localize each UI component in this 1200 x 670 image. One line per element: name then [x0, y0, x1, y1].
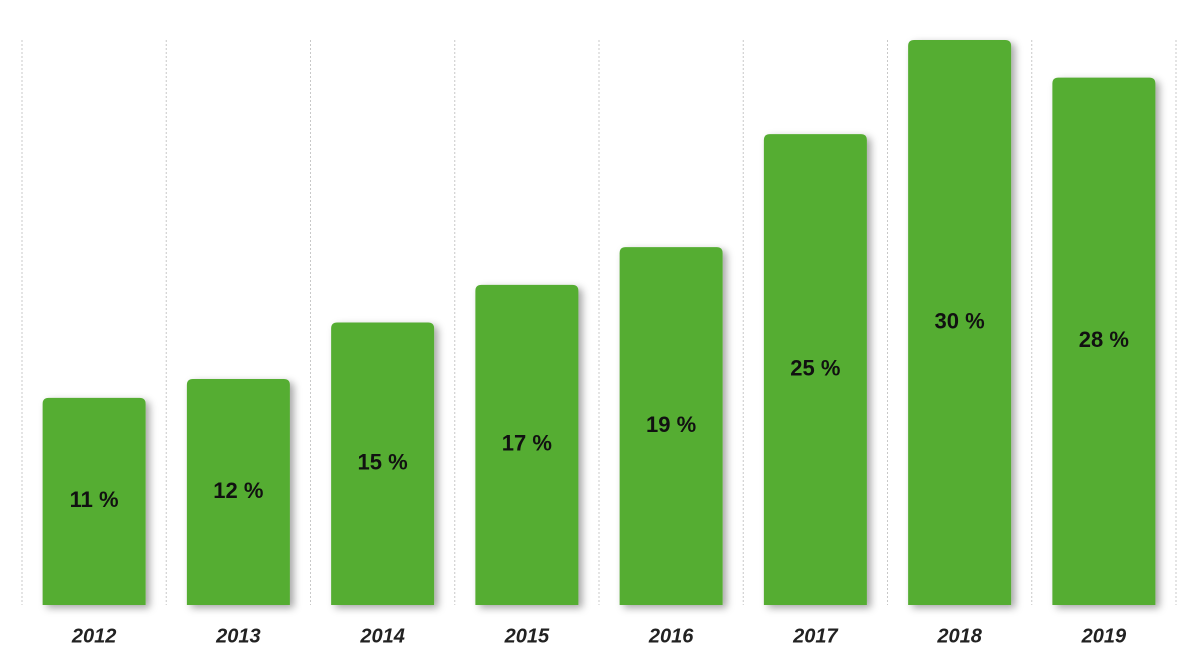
value-label: 12 % [213, 478, 263, 503]
x-tick-label: 2013 [215, 625, 261, 647]
value-label: 15 % [358, 450, 408, 475]
bar [475, 284, 579, 605]
value-label: 11 % [70, 487, 119, 512]
x-tick-label: 2015 [504, 625, 550, 647]
bar [186, 379, 290, 605]
value-label: 17 % [502, 431, 552, 456]
bar [1052, 77, 1156, 605]
value-label: 25 % [790, 355, 840, 380]
bar [619, 247, 723, 605]
x-tick-label: 2018 [936, 625, 982, 647]
bar [908, 40, 1012, 605]
x-tick-label: 2019 [1081, 625, 1127, 647]
x-tick-label: 2014 [359, 625, 405, 647]
value-label: 19 % [646, 412, 696, 437]
bar [331, 322, 435, 605]
value-label: 28 % [1079, 327, 1129, 352]
x-tick-label: 2017 [792, 625, 838, 647]
bar [763, 134, 867, 605]
value-label: 30 % [935, 308, 985, 333]
x-tick-label: 2016 [648, 625, 694, 647]
x-tick-label: 2012 [71, 625, 117, 647]
bar [42, 397, 146, 605]
